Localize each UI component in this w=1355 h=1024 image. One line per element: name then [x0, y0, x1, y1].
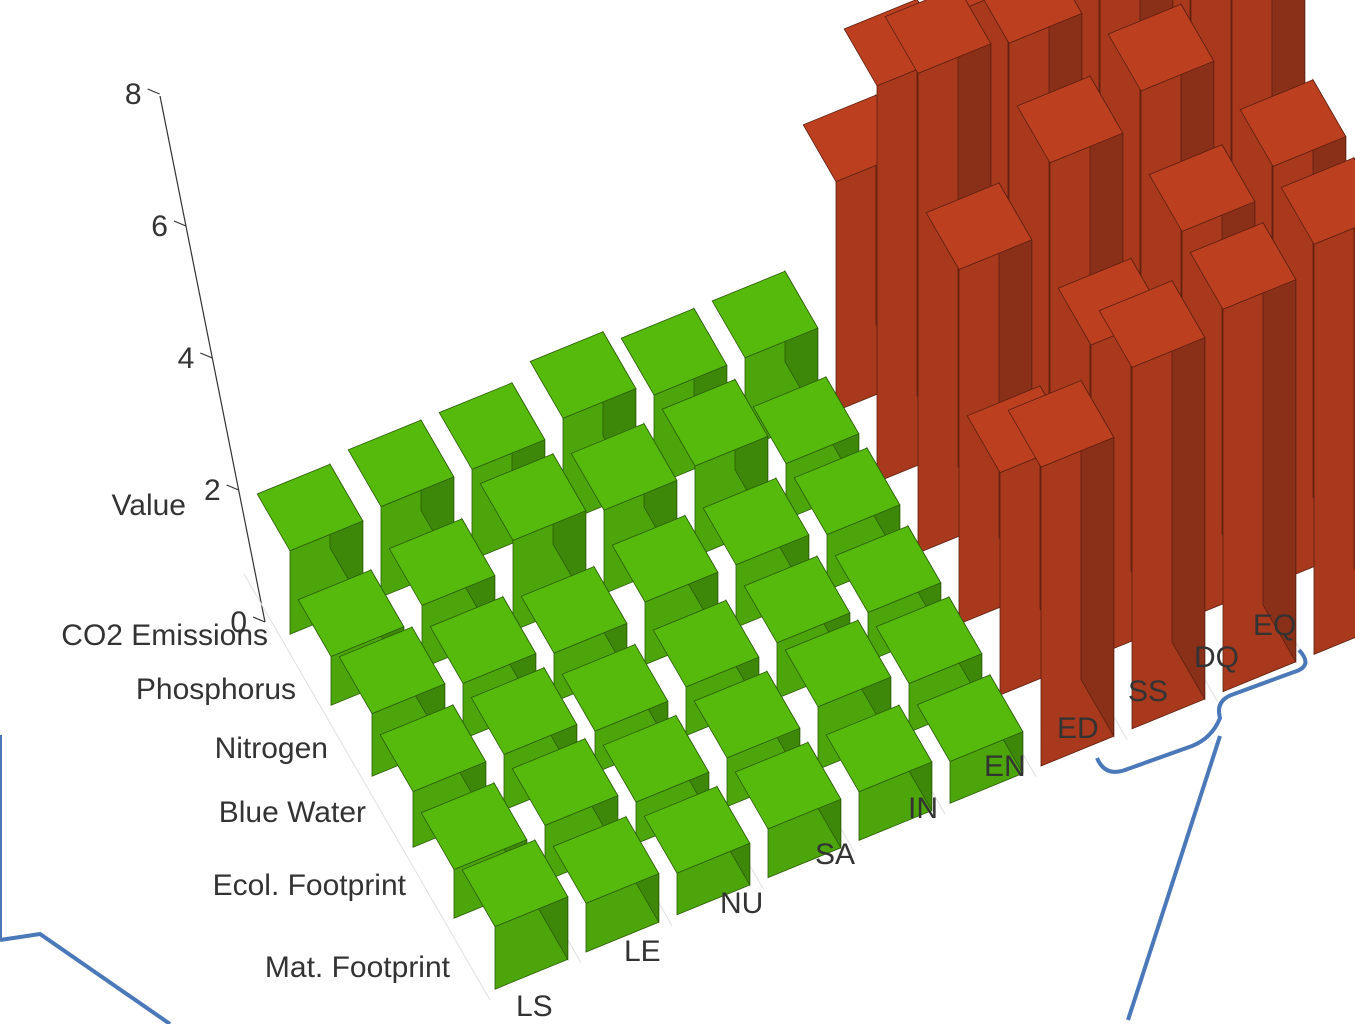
bar-top-face: [693, 670, 801, 759]
column-label: SA: [815, 838, 855, 871]
pointer-line-left: [0, 931, 172, 1024]
bar-top-face: [661, 378, 769, 467]
bar-top-face: [916, 674, 1024, 763]
bar-NU-mat-footprint: [643, 785, 751, 916]
bar-top-face: [479, 453, 587, 541]
value-tick-mark: [200, 352, 213, 359]
row-label: CO2 Emissions: [61, 619, 268, 652]
bar-EQ-mat-footprint: [1280, 156, 1355, 655]
value-axis-label: Value: [111, 489, 186, 522]
row-label: Ecol. Footprint: [213, 869, 407, 902]
bar-IN-mat-footprint: [825, 703, 933, 841]
bar-top-face: [875, 596, 983, 685]
column-label: ED: [1057, 712, 1099, 745]
bar-top-face: [834, 525, 942, 614]
bar-top-face: [1189, 222, 1297, 310]
pointer-line-right: [1126, 735, 1222, 1021]
bar-top-face: [734, 741, 842, 830]
bar-LS-mat-footprint: [461, 838, 569, 990]
bar-top-face: [388, 518, 496, 606]
value-tick-mark: [173, 220, 187, 227]
bar-front-face: [1313, 227, 1355, 655]
bar-top-face: [529, 331, 637, 419]
bar-top-face: [429, 596, 537, 684]
value-axis-ticks: 0 2 4 6 8: [125, 78, 266, 639]
value-tick-mark: [226, 484, 239, 491]
bar-top-face: [297, 569, 405, 658]
value-axis-line: [159, 95, 266, 623]
bar-top-face: [338, 626, 446, 715]
bar-top-face: [1016, 75, 1124, 164]
bar-top-face: [1098, 280, 1206, 368]
value-tick-label: 8: [125, 78, 142, 111]
bar-DQ-mat-footprint: [1189, 221, 1297, 693]
axis-layer: 0 2 4 6 8 Value: [111, 78, 266, 639]
bar-LE-mat-footprint: [552, 815, 660, 953]
value-tick-mark: [252, 616, 266, 623]
bar-top-face: [1107, 3, 1215, 92]
bar-top-face: [347, 419, 455, 508]
bar-ED-mat-footprint: [1007, 379, 1115, 767]
bar-top-face: [1239, 79, 1347, 167]
bar-top-face: [379, 704, 487, 793]
bar-top-face: [611, 514, 719, 603]
bar-top-face: [470, 667, 578, 755]
bar-SS-mat-footprint: [1098, 279, 1206, 730]
value-tick-mark: [147, 88, 160, 95]
row-label: Phosphorus: [136, 673, 296, 706]
bar-top-face: [752, 376, 860, 465]
bar-top-face: [561, 643, 669, 732]
bar-top-face: [743, 555, 851, 644]
annotation-lines: [0, 648, 1308, 1024]
column-label: LS: [516, 990, 553, 1023]
bar-top-face: [420, 782, 528, 871]
bar-top-face: [461, 839, 569, 928]
row-label: Nitrogen: [215, 732, 328, 765]
bar-top-face: [1280, 157, 1355, 245]
bar-top-face: [438, 382, 546, 470]
bar-top-face: [1007, 380, 1115, 468]
bar-LS-nitrogen: [338, 625, 446, 777]
column-labels: LS LE NU SA IN EN ED SS DQ EQ: [516, 609, 1296, 1023]
bracket-line: [1095, 648, 1308, 774]
bar-top-face: [570, 423, 678, 511]
bar-top-face: [825, 704, 933, 793]
column-label: EQ: [1253, 609, 1296, 642]
bar-top-face: [793, 447, 901, 536]
bar-top-face: [711, 270, 819, 359]
bar-top-face: [552, 816, 660, 904]
column-label: EN: [984, 750, 1026, 783]
row-label: Blue Water: [219, 796, 366, 829]
value-tick-label: 2: [204, 474, 221, 507]
value-tick-label: 6: [151, 210, 168, 243]
column-label: NU: [720, 887, 763, 920]
bar-top-face: [784, 619, 892, 708]
column-label: SS: [1128, 675, 1168, 708]
value-tick-label: 4: [178, 342, 195, 375]
bar-top-face: [620, 307, 728, 396]
value-tick-label: 0: [230, 606, 247, 639]
bar-top-face: [963, 0, 986, 8]
bar-top-face: [983, 0, 1083, 44]
column-label: DQ: [1194, 641, 1239, 674]
column-label: IN: [908, 792, 938, 825]
floor-grid-line: [243, 573, 491, 1001]
row-label: Mat. Footprint: [265, 951, 451, 984]
bar-top-face: [884, 0, 992, 74]
bar-top-face: [652, 599, 760, 688]
bar-top-face: [643, 785, 751, 874]
bar-top-face: [511, 738, 619, 826]
bars: [256, 0, 1355, 990]
bar-EN-mat-footprint: [916, 673, 1024, 804]
bar-top-face: [925, 182, 1033, 271]
bar-top-face: [602, 714, 710, 803]
bar-top-face: [256, 463, 364, 552]
bar-top-face: [702, 477, 810, 566]
bar-top-face: [1148, 144, 1256, 232]
column-label: LE: [624, 935, 661, 968]
bar-SA-mat-footprint: [734, 740, 842, 879]
row-labels: Mat. Footprint Ecol. Footprint Blue Water N…: [61, 619, 450, 984]
bar-top-face: [520, 566, 628, 654]
